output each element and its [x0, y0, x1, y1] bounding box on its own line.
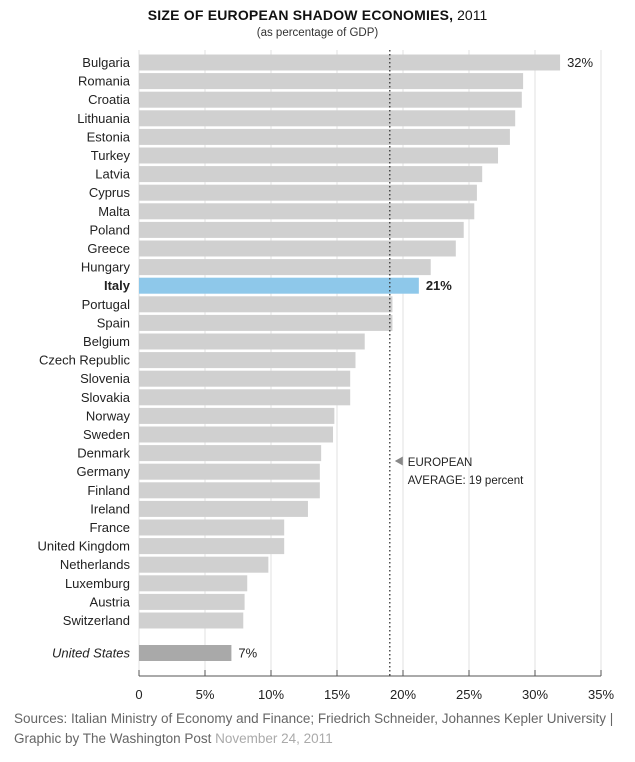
x-tick-label-10: 10%	[258, 687, 284, 702]
x-tick-label-35: 35%	[588, 687, 614, 702]
bar-germany	[139, 463, 320, 480]
category-label-united-kingdom: United Kingdom	[38, 539, 131, 554]
bar-slovakia	[139, 389, 351, 406]
category-label-united-states: United States	[52, 646, 131, 661]
category-label-luxemburg: Luxemburg	[65, 576, 130, 591]
bar-croatia	[139, 91, 522, 108]
category-label-estonia: Estonia	[87, 129, 131, 144]
bar-greece	[139, 240, 456, 257]
bar-bulgaria	[139, 54, 561, 71]
bar-france	[139, 519, 285, 536]
bar-finland	[139, 482, 320, 499]
bar-united-kingdom	[139, 538, 285, 555]
value-label-bulgaria: 32%	[567, 55, 593, 70]
category-label-greece: Greece	[87, 241, 130, 256]
bar-poland	[139, 221, 464, 238]
bar-norway	[139, 407, 335, 424]
bar-czech-republic	[139, 352, 356, 369]
category-label-bulgaria: Bulgaria	[82, 55, 130, 70]
chart-title-year: 2011	[457, 7, 488, 23]
reference-label-line1: EUROPEAN	[408, 457, 473, 469]
bar-lithuania	[139, 110, 516, 127]
category-label-turkey: Turkey	[91, 148, 131, 163]
bar-switzerland	[139, 612, 244, 629]
bar-malta	[139, 203, 475, 220]
bar-portugal	[139, 296, 393, 313]
category-label-netherlands: Netherlands	[60, 557, 131, 572]
category-label-switzerland: Switzerland	[63, 613, 130, 628]
category-label-croatia: Croatia	[88, 92, 131, 107]
bar-slovenia	[139, 370, 351, 387]
source-text: Sources: Italian Ministry of Economy and…	[14, 711, 614, 746]
value-label-united-states: 7%	[238, 646, 257, 661]
chart-subtitle: (as percentage of GDP)	[256, 27, 379, 39]
x-tick-label-15: 15%	[324, 687, 350, 702]
category-label-finland: Finland	[87, 483, 130, 498]
reference-arrow-icon	[394, 456, 403, 466]
bar-belgium	[139, 333, 365, 350]
reference-label-line2: AVERAGE: 19 percent	[408, 475, 524, 487]
bar-romania	[139, 73, 524, 90]
bar-sweden	[139, 426, 334, 443]
category-label-austria: Austria	[90, 594, 131, 609]
category-label-poland: Poland	[90, 222, 130, 237]
category-label-italy: Italy	[104, 278, 131, 293]
bar-chart: Bulgaria 32% Romania Croatia Lithuania Estoni…	[38, 50, 614, 702]
bar-austria	[139, 593, 245, 610]
x-tick-label-25: 25%	[456, 687, 482, 702]
bar-estonia	[139, 128, 510, 145]
bar-hungary	[139, 259, 431, 276]
x-tick-label-20: 20%	[390, 687, 416, 702]
bar-cyprus	[139, 184, 477, 201]
category-label-germany: Germany	[77, 464, 131, 479]
category-label-france: France	[90, 520, 130, 535]
category-label-lithuania: Lithuania	[77, 111, 131, 126]
source-note: Sources: Italian Ministry of Economy and…	[14, 709, 614, 749]
category-label-malta: Malta	[98, 204, 131, 219]
category-label-romania: Romania	[78, 74, 131, 89]
category-label-sweden: Sweden	[83, 427, 130, 442]
category-label-denmark: Denmark	[77, 446, 130, 461]
bar-luxemburg	[139, 575, 248, 592]
x-tick-label-0: 0	[135, 687, 142, 702]
category-label-portugal: Portugal	[82, 297, 131, 312]
bar-spain	[139, 314, 393, 331]
category-label-norway: Norway	[86, 408, 131, 423]
bar-latvia	[139, 166, 483, 183]
bar-turkey	[139, 147, 499, 164]
publication-date: November 24, 2011	[215, 731, 333, 746]
x-tick-label-30: 30%	[522, 687, 548, 702]
bar-ireland	[139, 500, 308, 517]
chart-title: SIZE OF EUROPEAN SHADOW ECONOMIES, 2011	[0, 7, 635, 23]
category-label-czech-republic: Czech Republic	[39, 353, 131, 368]
bar-denmark	[139, 445, 322, 462]
category-label-slovenia: Slovenia	[80, 371, 131, 386]
category-label-belgium: Belgium	[83, 334, 130, 349]
chart-title-main: SIZE OF EUROPEAN SHADOW ECONOMIES,	[147, 7, 454, 23]
category-label-spain: Spain	[97, 315, 130, 330]
category-label-slovakia: Slovakia	[81, 390, 131, 405]
bar-netherlands	[139, 556, 269, 573]
category-label-ireland: Ireland	[90, 501, 130, 516]
category-label-hungary: Hungary	[81, 260, 131, 275]
bar-italy	[139, 277, 419, 294]
category-label-latvia: Latvia	[95, 167, 130, 182]
x-tick-label-5: 5%	[196, 687, 215, 702]
value-label-italy: 21%	[426, 278, 452, 293]
category-label-cyprus: Cyprus	[89, 185, 131, 200]
bar-united-states	[139, 645, 232, 661]
